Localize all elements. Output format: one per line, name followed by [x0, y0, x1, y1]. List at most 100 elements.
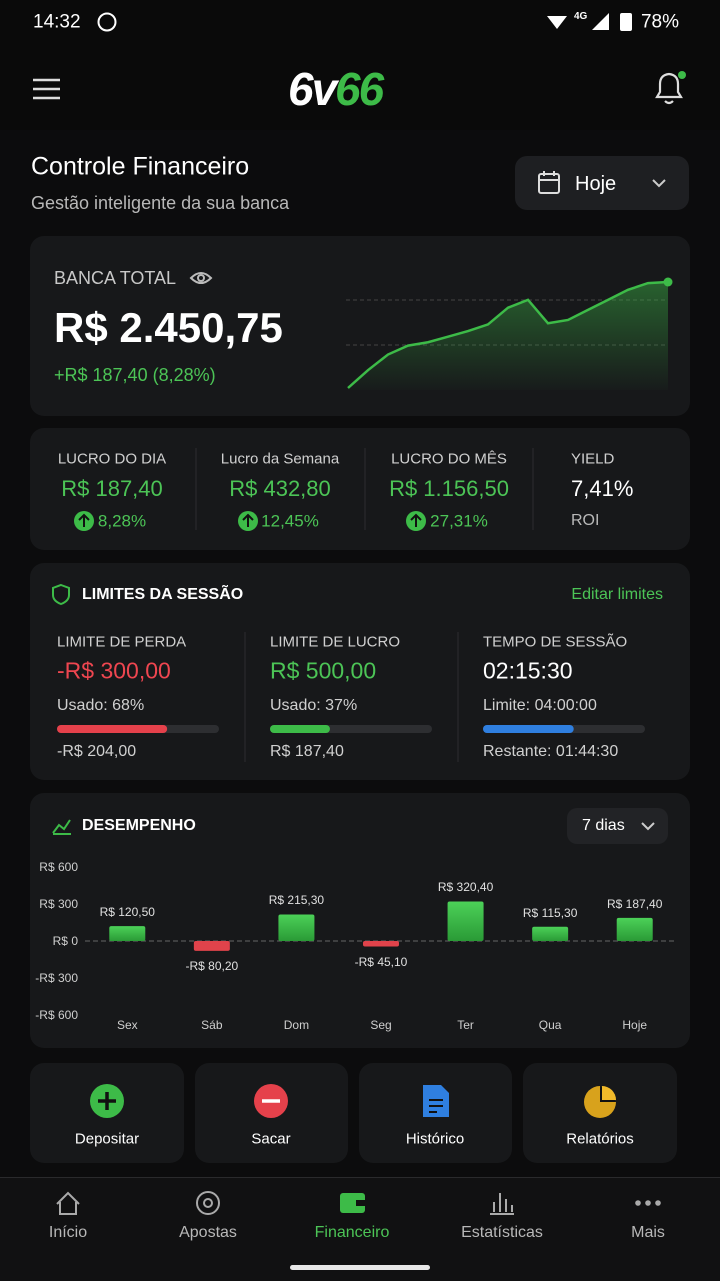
stat-value: R$ 187,40: [61, 476, 163, 501]
finance-icon[interactable]: [340, 1193, 365, 1213]
bar: [363, 941, 399, 947]
sparkline: [347, 280, 669, 389]
more-icon[interactable]: [635, 1200, 661, 1206]
nav-label[interactable]: Início: [48, 1224, 88, 1241]
logo: 66: [335, 63, 384, 115]
data-label: -R$ 45,10: [354, 954, 408, 969]
history-icon: [423, 1085, 449, 1117]
battery-level: 78%: [640, 11, 679, 33]
period-select[interactable]: [515, 156, 689, 210]
edit-limits[interactable]: Editar limites: [571, 586, 663, 603]
action-label[interactable]: Depositar: [74, 1130, 140, 1148]
stat-change: 12,45%: [261, 511, 319, 531]
stats-card: [30, 428, 690, 550]
network-type: 4G: [574, 11, 588, 22]
reports-icon: [584, 1086, 616, 1118]
data-label: R$ 187,40: [607, 896, 663, 911]
calendar-icon: [538, 171, 560, 194]
nav-label[interactable]: Estatísticas: [461, 1224, 543, 1241]
x-tick-label: Hoje: [622, 1018, 648, 1032]
bar: [447, 901, 484, 941]
period-value[interactable]: Hoje: [575, 173, 617, 195]
logo: 6v: [288, 63, 337, 115]
y-tick-label: -R$ 600: [35, 1008, 78, 1022]
eye-icon[interactable]: [189, 272, 213, 284]
nav-label[interactable]: Mais: [631, 1224, 665, 1241]
notification-button[interactable]: [655, 72, 683, 105]
stat-value: 7,41%: [571, 476, 634, 501]
wifi-icon: [547, 16, 567, 29]
stat-label: LUCRO DO DIA: [57, 450, 167, 468]
y-tick-label: R$ 300: [39, 897, 78, 911]
bets-icon[interactable]: [196, 1191, 220, 1215]
limit-usage: Limite: 04:00:00: [483, 697, 597, 714]
limit-label: LIMITE DE PERDA: [57, 633, 187, 651]
action-label[interactable]: Histórico: [405, 1130, 465, 1148]
limit-label: LIMITE DE LUCRO: [270, 633, 401, 651]
stat-value: R$ 432,80: [229, 476, 331, 501]
bar: [532, 926, 569, 941]
data-label: -R$ 80,20: [185, 958, 239, 973]
limit-usage: Usado: 37%: [270, 697, 358, 714]
battery-icon: [620, 13, 632, 31]
menu-button[interactable]: [33, 78, 60, 100]
sparkline-area: [348, 282, 668, 390]
bar: [193, 941, 230, 951]
whatsapp-icon: [97, 12, 117, 32]
limits-card: [30, 563, 690, 780]
x-tick-label: Dom: [283, 1018, 310, 1032]
progress-fill: [270, 725, 330, 733]
limit-footer: Restante: 01:44:30: [483, 743, 619, 760]
page-title: Controle Financeiro: [31, 152, 250, 181]
stat-label: LUCRO DO MÊS: [391, 450, 507, 468]
deposit-icon: [90, 1084, 124, 1118]
nav-label[interactable]: Financeiro: [314, 1224, 390, 1241]
chevron-icon: [652, 179, 666, 188]
stats-icon[interactable]: [490, 1193, 514, 1215]
y-tick-label: -R$ 300: [35, 971, 78, 985]
action-label[interactable]: Relatórios: [566, 1130, 634, 1148]
limit-value: 02:15:30: [483, 657, 573, 684]
home-indicator: [290, 1265, 430, 1270]
sparkline-end: [663, 277, 673, 287]
stat-value: R$ 1.156,50: [389, 476, 509, 501]
home-icon[interactable]: [56, 1191, 80, 1215]
withdraw-icon: [254, 1084, 288, 1118]
bar: [109, 926, 146, 941]
x-tick-label: Sex: [116, 1018, 138, 1032]
limit-value: R$ 500,00: [270, 657, 377, 684]
data-label: R$ 215,30: [268, 893, 325, 908]
limit-usage: Usado: 68%: [57, 697, 145, 714]
action-label[interactable]: Sacar: [251, 1130, 291, 1148]
data-label: R$ 320,40: [437, 880, 494, 895]
bar: [616, 917, 653, 941]
balance-label: BANCA TOTAL: [54, 268, 177, 288]
up-icon: [74, 511, 94, 531]
up-icon: [406, 511, 426, 531]
y-tick-label: R$ 600: [39, 860, 78, 874]
nav-label[interactable]: Apostas: [179, 1224, 237, 1241]
x-tick-label: Qua: [538, 1018, 562, 1032]
stat-label: Lucro da Semana: [220, 450, 340, 468]
header-bar: [0, 0, 720, 130]
progress-fill: [483, 725, 574, 733]
limit-label: TEMPO DE SESSÃO: [483, 633, 628, 651]
x-tick-label: Ter: [457, 1018, 474, 1032]
chart-title: DESEMPENHO: [82, 817, 196, 834]
range-value[interactable]: 7 dias: [582, 817, 625, 834]
bar: [278, 914, 315, 941]
limits-title: LIMITES DA SESSÃO: [82, 586, 244, 603]
shield-icon: [52, 583, 70, 606]
data-label: R$ 115,30: [522, 905, 578, 920]
x-tick-label: Seg: [370, 1018, 392, 1032]
stat-change: 8,28%: [97, 511, 147, 531]
status-time: 14:32: [33, 11, 81, 33]
stat-change: 27,31%: [430, 511, 488, 531]
data-label: R$ 120,50: [99, 905, 155, 920]
chevron-icon: [641, 822, 655, 831]
limit-footer: R$ 187,40: [270, 743, 344, 760]
trend-icon: [52, 819, 71, 835]
